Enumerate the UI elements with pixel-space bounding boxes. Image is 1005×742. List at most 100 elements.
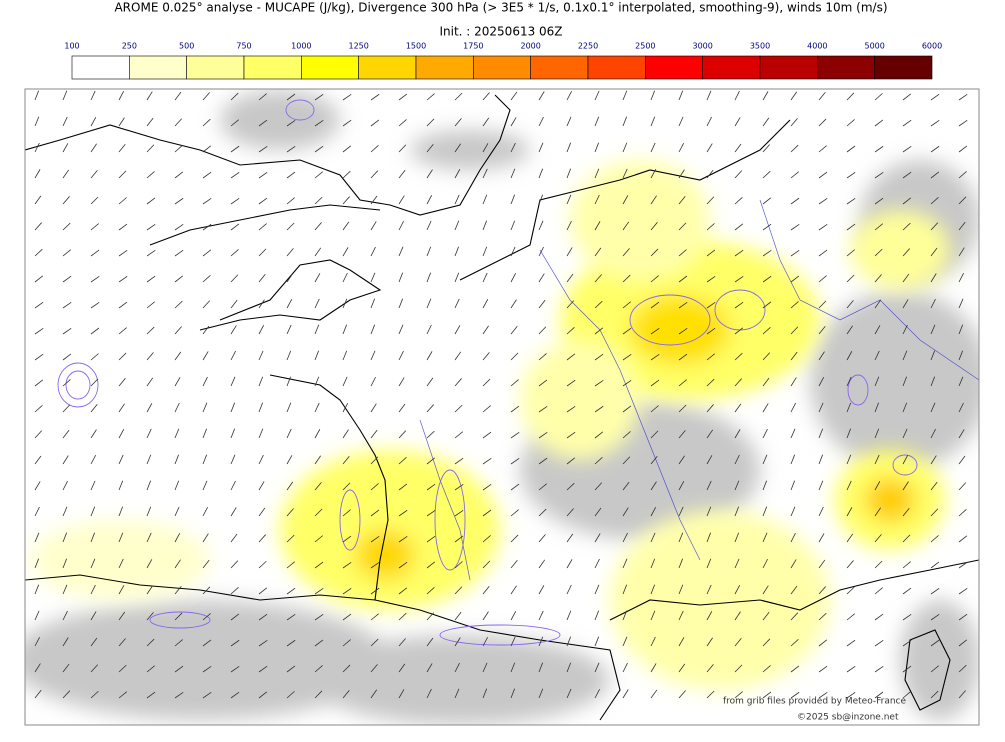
- barb: [874, 119, 884, 127]
- barb: [34, 455, 42, 465]
- barb: [874, 454, 880, 465]
- barb: [678, 558, 683, 569]
- barb: [342, 509, 351, 517]
- barb: [706, 169, 714, 179]
- barb: [454, 246, 459, 257]
- barb: [510, 585, 517, 595]
- barb: [146, 352, 154, 361]
- barb: [510, 246, 516, 257]
- barb: [398, 169, 406, 179]
- barb: [426, 194, 433, 205]
- barb: [902, 146, 912, 153]
- barb: [258, 665, 268, 673]
- barb: [538, 142, 544, 153]
- barb: [398, 119, 407, 127]
- barb: [734, 480, 740, 491]
- colorbar-label: 1000: [291, 42, 311, 51]
- barb: [258, 93, 267, 101]
- barb: [538, 483, 548, 491]
- barb: [678, 690, 686, 699]
- barb: [958, 350, 964, 361]
- barb: [426, 169, 433, 179]
- colorbar-label: 1750: [463, 42, 483, 51]
- barb: [34, 584, 40, 595]
- barb: [34, 328, 44, 335]
- barb: [930, 273, 937, 283]
- barb: [370, 689, 378, 699]
- barb: [622, 610, 628, 621]
- barb: [902, 534, 911, 543]
- barb: [342, 145, 352, 153]
- barb: [762, 428, 768, 439]
- barb: [538, 534, 546, 543]
- barb: [286, 455, 293, 465]
- barb: [566, 379, 576, 387]
- credit-copyright: ©2025 sb@inzone.net: [797, 713, 899, 723]
- barb: [818, 197, 828, 205]
- barb: [902, 454, 909, 465]
- barb: [790, 691, 800, 699]
- barb: [594, 431, 604, 439]
- barb: [286, 93, 296, 101]
- barb: [538, 220, 544, 231]
- barb: [650, 689, 658, 699]
- barb: [62, 455, 69, 465]
- barb: [342, 587, 352, 595]
- barb: [902, 299, 909, 309]
- barb: [286, 119, 296, 127]
- barb: [286, 402, 292, 413]
- barb: [566, 636, 572, 647]
- barb: [118, 532, 124, 543]
- barb: [118, 327, 127, 335]
- barb: [90, 170, 98, 179]
- barb: [818, 376, 825, 387]
- barb: [370, 170, 379, 179]
- barb: [538, 353, 547, 361]
- barb: [874, 640, 884, 647]
- barb: [258, 223, 267, 231]
- barb: [62, 506, 68, 517]
- barb: [650, 610, 656, 621]
- barb: [454, 378, 462, 387]
- barb: [538, 246, 544, 257]
- barb: [734, 584, 741, 595]
- barb: [230, 454, 236, 465]
- barb: [958, 402, 964, 413]
- barb: [34, 275, 44, 283]
- barb: [314, 120, 324, 127]
- barb: [454, 457, 464, 465]
- barb: [762, 144, 770, 153]
- barb: [34, 610, 40, 621]
- barb: [734, 611, 741, 621]
- barb: [622, 405, 632, 413]
- barb: [538, 432, 548, 439]
- barb: [594, 194, 600, 205]
- barb: [846, 351, 853, 361]
- barb: [202, 480, 208, 491]
- barb: [706, 275, 716, 283]
- barb: [762, 638, 771, 647]
- barb: [174, 559, 181, 569]
- barb: [566, 610, 572, 621]
- barb: [62, 610, 68, 621]
- barb: [174, 91, 182, 101]
- barb: [342, 429, 349, 439]
- colorbar-label: 2000: [520, 42, 540, 51]
- barb: [566, 142, 572, 153]
- barb: [650, 558, 656, 569]
- barb: [482, 431, 492, 439]
- colorbar-segment: [129, 55, 187, 80]
- barb: [566, 220, 572, 231]
- barb: [538, 610, 544, 621]
- barb: [286, 248, 294, 257]
- barb: [118, 249, 128, 257]
- barb: [34, 532, 40, 543]
- colorbar-segment: [473, 55, 531, 80]
- barb: [538, 636, 544, 647]
- barb: [314, 247, 322, 257]
- barb: [594, 610, 600, 621]
- barb: [818, 559, 826, 569]
- barb: [818, 665, 828, 673]
- barb: [454, 509, 464, 517]
- barb: [622, 662, 628, 673]
